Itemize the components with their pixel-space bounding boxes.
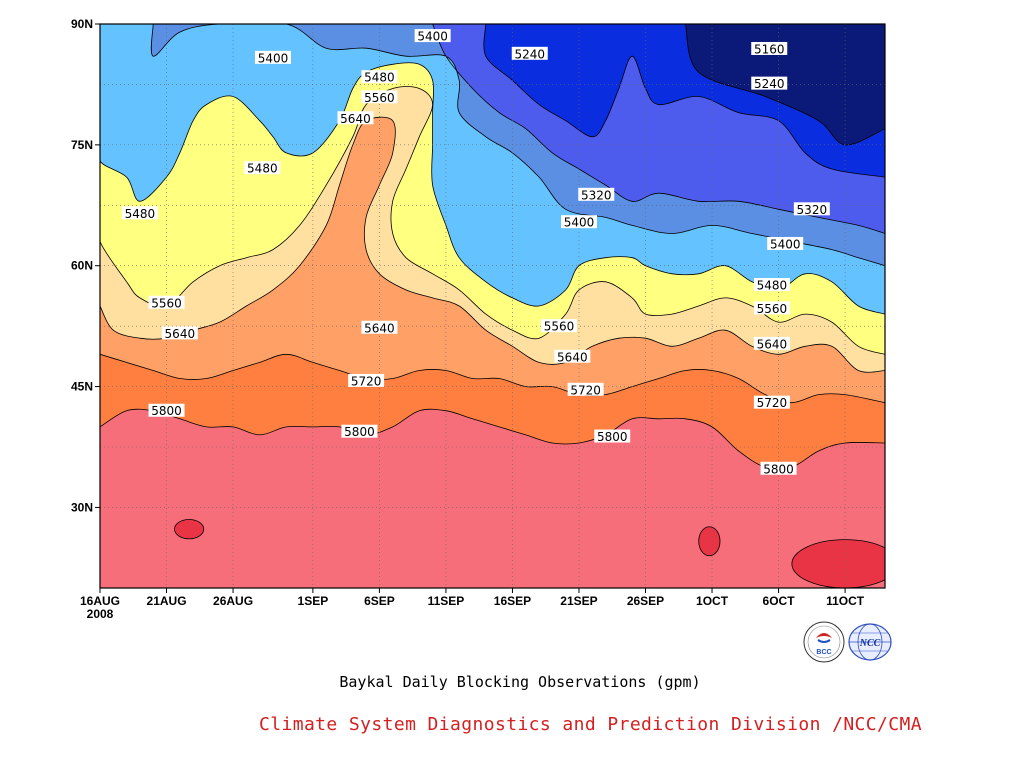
ncc-logo: NCC <box>848 623 892 661</box>
credit-line: Climate System Diagnostics and Predictio… <box>259 714 922 735</box>
contour-label-bg <box>753 395 790 409</box>
contour-label: 5480 <box>757 279 788 293</box>
contour-label-bg <box>753 278 790 292</box>
contour-label: 5480 <box>364 71 395 85</box>
contour-label-bg <box>161 326 198 340</box>
x-tick-label: 16AUG <box>80 594 120 608</box>
x-tick-label: 6SEP <box>364 594 395 608</box>
x-tick-label: 16SEP <box>494 594 531 608</box>
contour-label: 5560 <box>757 302 788 316</box>
contour-label: 5640 <box>340 112 371 126</box>
contour-label: 5560 <box>364 91 395 105</box>
x-tick-label: 6OCT <box>763 594 796 608</box>
grid-lines <box>100 24 885 588</box>
contour-label: 5800 <box>597 430 628 444</box>
x-tick-label: 21SEP <box>560 594 597 608</box>
contour-label-bg <box>793 202 830 216</box>
contour-label-bg <box>567 382 604 396</box>
contour-label: 5320 <box>797 203 828 217</box>
contour-label-bg <box>753 301 790 315</box>
x-tick-label: 11SEP <box>428 594 465 608</box>
hot-spot-0 <box>174 519 205 540</box>
contour-label-bg <box>753 336 790 350</box>
contour-label-bg <box>361 320 398 334</box>
isoline-5640 <box>100 116 885 373</box>
contour-label: 5320 <box>581 188 612 202</box>
contour-label-bg <box>244 161 281 175</box>
contour-label: 5720 <box>757 396 788 410</box>
contour-label-bg <box>751 41 788 55</box>
contour-label-bg <box>578 187 615 201</box>
y-tick-label: 90N <box>71 17 93 31</box>
contour-label-bg <box>148 295 185 309</box>
isoline-5160 <box>685 24 885 146</box>
contour-label: 5640 <box>557 350 588 364</box>
isoline-5720 <box>100 353 885 404</box>
svg-text:NCC: NCC <box>859 638 881 649</box>
contour-label: 5560 <box>544 320 575 334</box>
band-above-5800 <box>100 409 885 588</box>
y-tick-label: 75N <box>71 138 93 152</box>
x-tick-label: 26AUG <box>213 594 253 608</box>
contour-label-bg <box>511 46 548 60</box>
plot-frame <box>99 23 886 589</box>
y-tick-label: 60N <box>71 259 93 273</box>
contour-label-bg <box>554 349 591 363</box>
contour-label-bg <box>594 429 631 443</box>
contour-label-bg <box>760 461 797 475</box>
contour-label-bg <box>121 206 158 220</box>
x-tick-label: 21AUG <box>147 594 187 608</box>
contour-label: 5400 <box>564 216 595 230</box>
contour-lines <box>100 24 885 470</box>
contour-label-bg <box>361 70 398 84</box>
contour-label: 5240 <box>514 47 545 61</box>
y-tick-label: 30N <box>71 500 93 514</box>
x-tick-label: 1OCT <box>696 594 729 608</box>
contour-label-bg <box>341 424 378 438</box>
isoline-5800 <box>100 408 885 470</box>
contour-label-bg <box>751 76 788 90</box>
contour-label-bg <box>541 319 578 333</box>
contour-label-bg <box>254 50 291 64</box>
contour-label: 5560 <box>151 296 182 310</box>
y-tick-label: 45N <box>71 380 93 394</box>
contour-label: 5400 <box>770 237 801 251</box>
x-tick-label: 1SEP <box>298 594 329 608</box>
contour-label-bg <box>348 373 385 387</box>
contour-label: 5800 <box>344 425 375 439</box>
contour-label-bg <box>414 29 451 43</box>
contour-label-bg <box>148 403 185 417</box>
contour-label-bg <box>361 90 398 104</box>
contour-label: 5640 <box>364 321 395 335</box>
hot-spot-1 <box>698 526 721 557</box>
isoline-5400 <box>150 24 885 267</box>
contour-label: 5240 <box>754 77 785 91</box>
contour-label: 5480 <box>247 162 278 176</box>
isoline-5240 <box>483 24 885 178</box>
contour-label: 5400 <box>258 51 289 65</box>
contour-label: 5640 <box>165 327 196 341</box>
x-year-label: 2008 <box>87 607 114 621</box>
contour-label: 5480 <box>125 207 156 221</box>
svg-text:BCC: BCC <box>816 649 831 656</box>
contour-label: 5720 <box>570 383 601 397</box>
bcc-logo: BCC <box>803 621 845 663</box>
contour-label: 5160 <box>754 42 785 56</box>
contour-label-bg <box>767 236 804 250</box>
contour-label: 5640 <box>757 337 788 351</box>
x-tick-label: 26SEP <box>627 594 664 608</box>
contour-label: 5400 <box>417 30 448 44</box>
x-tick-label: 11OCT <box>826 594 865 608</box>
contour-label: 5800 <box>763 462 794 476</box>
contour-label: 5720 <box>351 374 382 388</box>
contour-label: 5800 <box>151 404 182 418</box>
contour-labels: 5400 5400 5240 5160 5240 5480 5560 5640 5480 5480… <box>121 29 830 476</box>
chart-title: Baykal Daily Blocking Observations (gpm) <box>339 673 701 691</box>
contour-label-bg <box>337 111 374 125</box>
contour-label-bg <box>560 215 597 229</box>
axes: 16AUG 21AUG 26AUG 1SEP 6SEP 11SEP 16SEP 21SEP 26… <box>71 17 865 621</box>
